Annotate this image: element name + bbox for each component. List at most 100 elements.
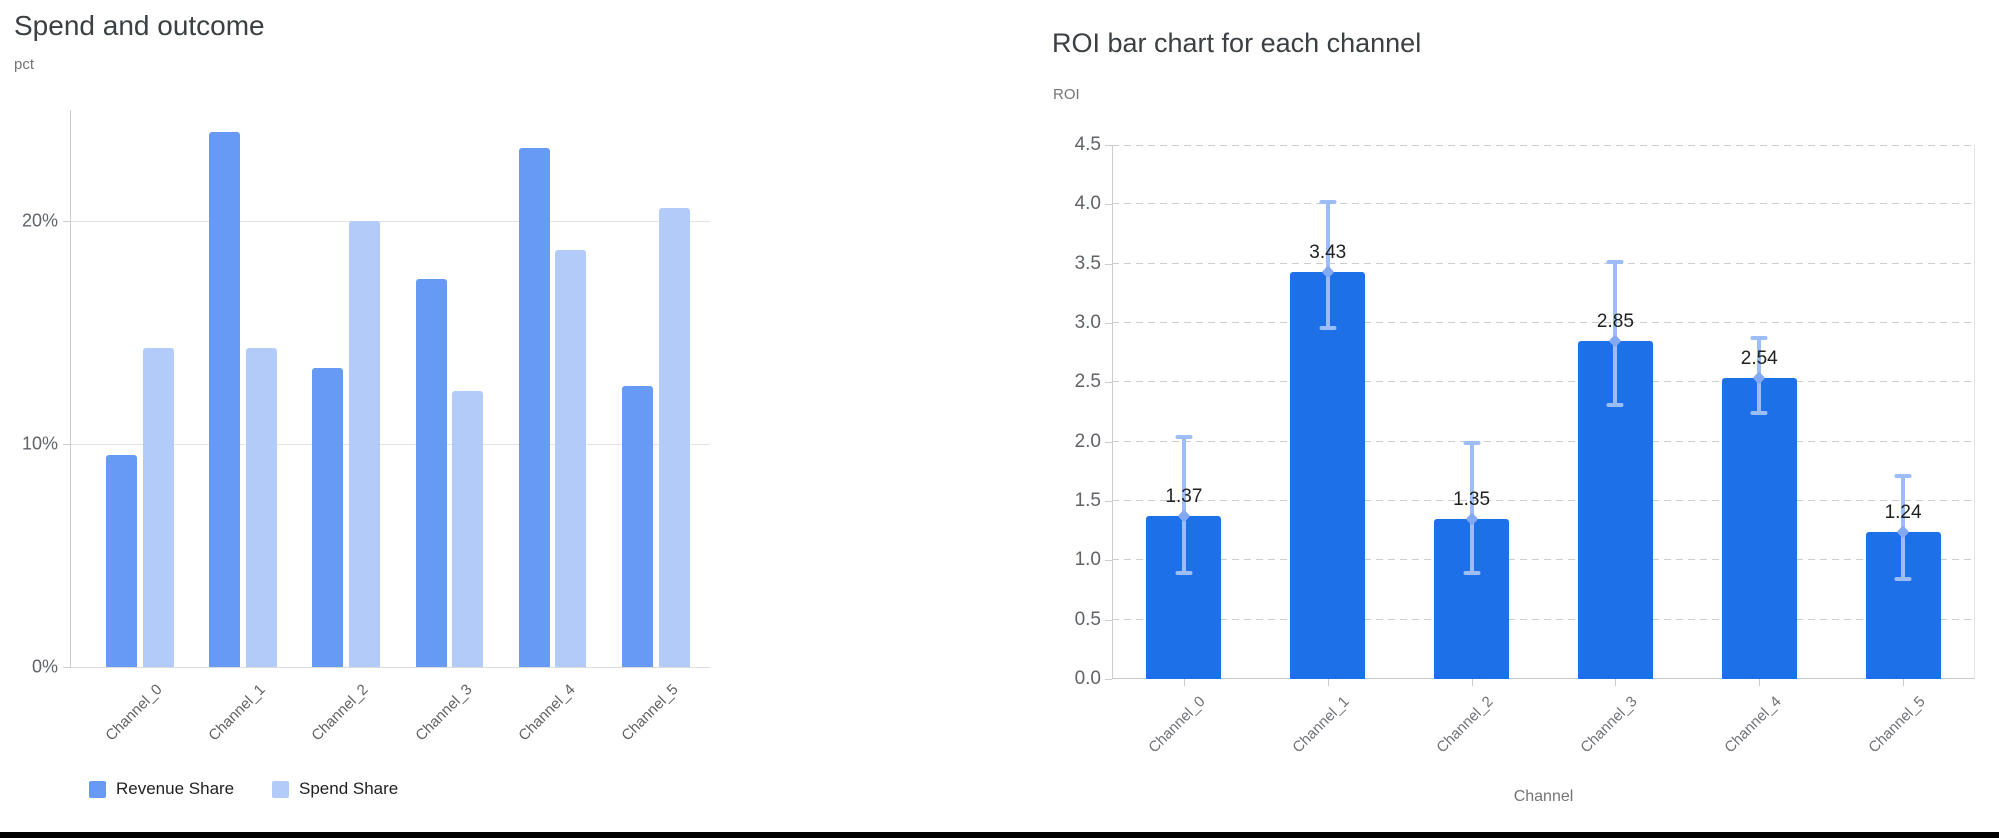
bar-value-label-channel_0: 1.37 <box>1165 486 1203 508</box>
spend-share-swatch <box>272 780 289 798</box>
bar-value-label-channel_4: 2.54 <box>1740 347 1778 369</box>
x-tick-mark <box>1615 679 1617 686</box>
y-tick-label: 0.0 <box>1074 668 1101 689</box>
error-cap-top <box>1894 474 1912 479</box>
x-tick-label-channel_1: Channel_1 <box>1289 693 1353 757</box>
bar-value-label-channel_3: 2.85 <box>1596 310 1634 332</box>
y-tick-mark <box>1105 145 1112 146</box>
y-tick-label: 0% <box>31 656 58 677</box>
gridline-1.5 <box>1112 500 1975 501</box>
gridline-20% <box>70 221 710 223</box>
y-tick-mark <box>63 221 70 223</box>
gridline-0.0 <box>1112 678 1975 679</box>
bar-revenue_share-channel_1[interactable] <box>209 132 241 667</box>
roi-plot-area: 0.0 0.5 1.0 1.5 2.0 2.5 3.0 3.5 4.0 4.5 1.37 Channe… <box>1075 134 1975 756</box>
error-cap-top <box>1463 440 1481 445</box>
error-cap-top <box>1750 336 1768 341</box>
y-tick-mark <box>63 444 70 446</box>
legend-item-revenue-share[interactable]: Revenue Share <box>89 779 234 799</box>
legend-label-revenue-share: Revenue Share <box>116 779 235 798</box>
x-tick-label-channel_3: Channel_3 <box>411 681 476 745</box>
bar-spend_share-channel_2[interactable] <box>348 221 380 667</box>
bar-value-label-channel_5: 1.24 <box>1884 501 1922 523</box>
gridline-4.5 <box>1112 145 1975 146</box>
gridline-3.0 <box>1112 322 1975 323</box>
y-tick-mark <box>1105 619 1112 621</box>
bar-spend_share-channel_4[interactable] <box>555 250 587 667</box>
bar-spend_share-channel_1[interactable] <box>245 348 277 667</box>
y-tick-label: 0.5 <box>1074 608 1101 630</box>
legend-label-spend-share: Spend Share <box>299 779 399 798</box>
error-cap-bottom <box>1750 411 1768 416</box>
y-tick-label: 10% <box>21 433 58 454</box>
bar-spend_share-channel_3[interactable] <box>452 390 484 667</box>
error-cap-bottom <box>1319 325 1337 330</box>
bottom-edge-bar <box>0 832 1999 838</box>
y-tick-mark <box>1105 560 1112 562</box>
spend-outcome-title: Spend and outcome <box>14 10 265 41</box>
y-tick-mark <box>1105 204 1112 206</box>
y-tick-label: 4.5 <box>1074 134 1101 155</box>
bar-roi-channel_4[interactable] <box>1721 377 1797 679</box>
x-tick-label-channel_2: Channel_2 <box>1433 693 1497 757</box>
bar-revenue_share-channel_2[interactable] <box>312 368 344 667</box>
y-axis-line <box>1112 145 1113 679</box>
bar-spend_share-channel_5[interactable] <box>658 208 690 667</box>
x-tick-label-channel_4: Channel_4 <box>1720 693 1785 757</box>
error-cap-bottom <box>1175 571 1193 576</box>
y-tick-mark <box>1105 501 1112 502</box>
bar-value-label-channel_2: 1.35 <box>1453 488 1491 510</box>
spend-outcome-plot-area: 0% 10% 20% Channel_0 Channel_1 Channel_2 Chann… <box>22 110 710 744</box>
y-tick-label: 3.5 <box>1074 252 1101 274</box>
y-tick-mark <box>1105 679 1112 680</box>
y-tick-label: 2.5 <box>1074 371 1101 393</box>
x-tick-mark <box>1759 679 1761 686</box>
bar-value-label-channel_1: 3.43 <box>1309 241 1347 263</box>
y-tick-label: 3.0 <box>1074 312 1101 333</box>
error-cap-top <box>1606 260 1624 265</box>
x-tick-label-channel_0: Channel_0 <box>102 681 166 745</box>
legend: Revenue Share Spend Share <box>0 779 700 803</box>
error-cap-top <box>1319 199 1337 204</box>
roi-y-axis-unit: ROI <box>1053 86 1080 103</box>
bar-spend_share-channel_0[interactable] <box>142 348 174 667</box>
gridline-3.5 <box>1112 262 1975 264</box>
roi-x-axis-title: Channel <box>1513 788 1574 805</box>
x-tick-label-channel_5: Channel_5 <box>618 681 682 745</box>
roi-chart-title: ROI bar chart for each channel <box>1052 28 1422 58</box>
bar-revenue_share-channel_4[interactable] <box>518 147 550 667</box>
x-tick-mark <box>1327 679 1329 686</box>
y-tick-mark <box>63 667 70 668</box>
error-cap-bottom <box>1606 402 1624 407</box>
legend-item-spend-share[interactable]: Spend Share <box>272 779 398 799</box>
gridline-10% <box>70 444 710 446</box>
error-bar-channel_0 <box>1181 436 1186 574</box>
gridline-0.5 <box>1112 618 1975 620</box>
error-cap-top <box>1175 434 1193 439</box>
bar-roi-channel_1[interactable] <box>1290 271 1366 679</box>
x-tick-label-channel_2: Channel_2 <box>308 681 372 745</box>
y-tick-label: 4.0 <box>1074 193 1101 215</box>
gridline-4.0 <box>1112 203 1975 205</box>
y-tick-mark <box>1105 382 1112 384</box>
bar-revenue_share-channel_3[interactable] <box>415 279 447 667</box>
y-tick-label: 1.5 <box>1074 490 1101 511</box>
error-cap-bottom <box>1894 577 1912 582</box>
y-tick-label: 2.0 <box>1074 430 1101 452</box>
x-tick-mark <box>1903 679 1905 686</box>
x-tick-label-channel_1: Channel_1 <box>205 681 269 745</box>
gridline-2.5 <box>1112 381 1975 383</box>
y-tick-label: 1.0 <box>1074 549 1101 571</box>
x-tick-mark <box>1471 679 1473 686</box>
x-tick-label-channel_5: Channel_5 <box>1864 693 1929 757</box>
x-tick-mark <box>1183 679 1185 686</box>
gridline-2.0 <box>1112 440 1975 442</box>
spend-outcome-y-axis-unit: pct <box>14 56 35 73</box>
x-tick-label-channel_4: Channel_4 <box>515 681 579 745</box>
bar-revenue_share-channel_5[interactable] <box>622 386 653 667</box>
y-tick-mark <box>1105 263 1112 265</box>
revenue-share-swatch <box>89 780 106 798</box>
y-axis-line <box>70 110 71 667</box>
bar-revenue_share-channel_0[interactable] <box>106 455 137 667</box>
